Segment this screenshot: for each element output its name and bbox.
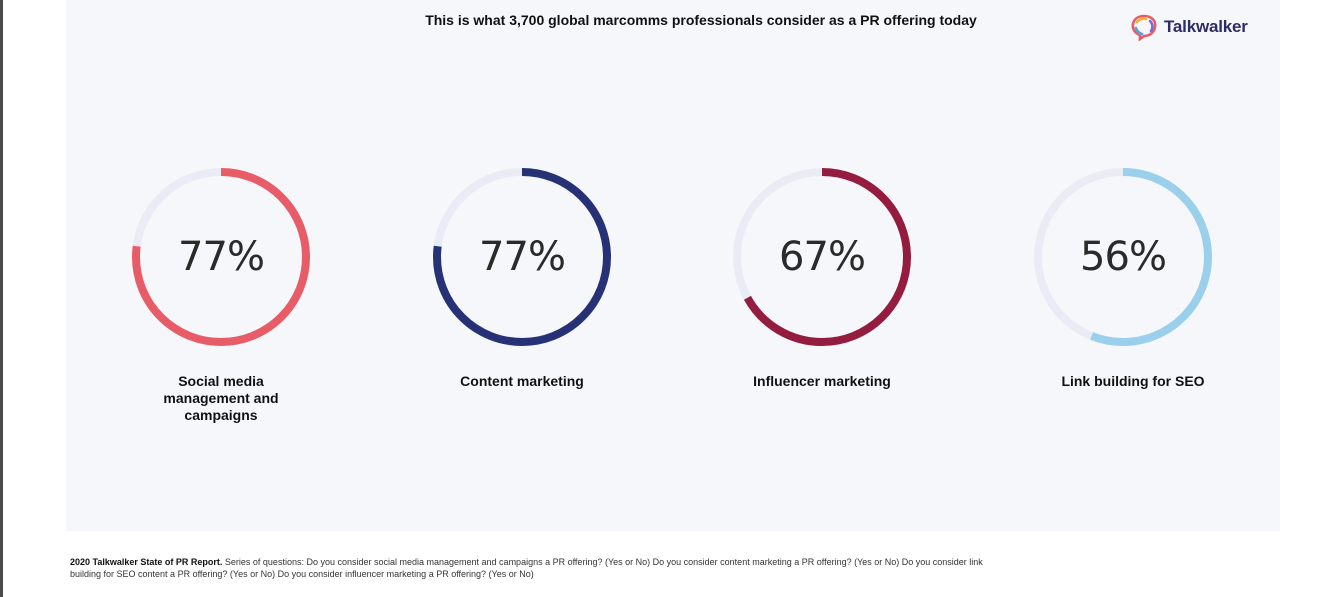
donut-arc-content-marketing [433,168,611,346]
donut-arc-influencer-marketing [733,168,911,346]
donut-link-building-seo: 56% [1032,166,1214,348]
percent-influencer-marketing: 67% [779,234,866,280]
percent-content-marketing: 77% [479,234,566,280]
footnote-source: 2020 Talkwalker State of PR Report. [70,557,223,567]
label-line: Link building for SEO [1061,373,1205,389]
donut-arc-social-media [132,168,310,346]
donut-influencer-marketing-svg [733,168,911,346]
footnote-line-1: 2020 Talkwalker State of PR Report. Seri… [70,556,1150,568]
donut-social-media: 77% [130,166,312,348]
brand-name: Talkwalker [1164,17,1248,36]
label-line: management and [163,390,279,406]
window-edge [0,0,3,597]
donut-social-media-svg [132,168,310,346]
talkwalker-logo-icon [1131,14,1157,41]
footnote-line-2: building for SEO content a PR offering? … [70,569,534,579]
label-link-building-seo: Link building for SEO [1033,373,1233,390]
footnote-text-1: Series of questions: Do you consider soc… [224,557,983,567]
label-social-media: Social media management and campaigns [121,373,321,424]
donut-link-building-seo-svg [1034,168,1212,346]
percent-social-media: 77% [178,234,265,280]
label-line: Influencer marketing [753,373,891,389]
donut-content-marketing-svg [433,168,611,346]
label-line: Social media [178,373,264,389]
percent-link-building-seo: 56% [1080,234,1167,280]
label-content-marketing: Content marketing [422,373,622,390]
label-line: Content marketing [460,373,584,389]
brand-logo: Talkwalker [1130,12,1248,42]
chart-panel [66,0,1280,531]
label-influencer-marketing: Influencer marketing [722,373,922,390]
label-line: campaigns [184,407,258,423]
donut-influencer-marketing: 67% [731,166,913,348]
donut-arc-link-building-seo [1034,168,1212,346]
donut-content-marketing: 77% [431,166,613,348]
footnote: 2020 Talkwalker State of PR Report. Seri… [70,556,1150,580]
chart-title: This is what 3,700 global marcomms profe… [425,12,977,28]
